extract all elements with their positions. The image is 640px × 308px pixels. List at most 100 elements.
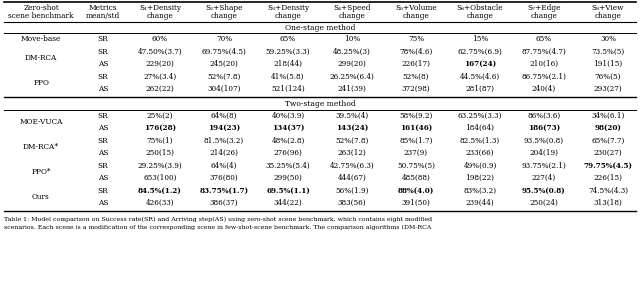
Text: 65%: 65%	[536, 35, 552, 43]
Text: 198(22): 198(22)	[465, 174, 495, 182]
Text: 276(96): 276(96)	[273, 149, 303, 157]
Text: 93.5%(0.8): 93.5%(0.8)	[524, 137, 564, 145]
Text: 293(27): 293(27)	[594, 85, 622, 93]
Text: SR: SR	[98, 48, 108, 56]
Text: Ours: Ours	[32, 193, 50, 201]
Text: 70%: 70%	[216, 35, 232, 43]
Text: S₂+Shape: S₂+Shape	[205, 4, 243, 12]
Text: DM-RCA: DM-RCA	[25, 54, 57, 62]
Text: 48.25%(3): 48.25%(3)	[333, 48, 371, 56]
Text: 30%: 30%	[600, 35, 616, 43]
Text: 52%(8): 52%(8)	[403, 73, 429, 81]
Text: 391(50): 391(50)	[401, 199, 431, 207]
Text: 237(9): 237(9)	[404, 149, 428, 157]
Text: 86.75%(2.1): 86.75%(2.1)	[522, 73, 566, 81]
Text: 48%(2.8): 48%(2.8)	[271, 137, 305, 145]
Text: One-stage method: One-stage method	[285, 24, 355, 32]
Text: 75%: 75%	[408, 35, 424, 43]
Text: change: change	[403, 12, 429, 20]
Text: 299(20): 299(20)	[337, 60, 367, 68]
Text: 76%(5): 76%(5)	[595, 73, 621, 81]
Text: 15%: 15%	[472, 35, 488, 43]
Text: S₆+Obstacle: S₆+Obstacle	[457, 4, 503, 12]
Text: 40%(3.9): 40%(3.9)	[271, 112, 305, 120]
Text: 386(37): 386(37)	[210, 199, 238, 207]
Text: 194(23): 194(23)	[208, 124, 240, 132]
Text: 34%(6.1): 34%(6.1)	[591, 112, 625, 120]
Text: AS: AS	[98, 85, 108, 93]
Text: 73.5%(5): 73.5%(5)	[591, 48, 625, 56]
Text: 143(24): 143(24)	[336, 124, 368, 132]
Text: 74.5%(4.3): 74.5%(4.3)	[588, 187, 628, 195]
Text: 186(73): 186(73)	[528, 124, 560, 132]
Text: 250(24): 250(24)	[529, 199, 559, 207]
Text: S₁+Density: S₁+Density	[139, 4, 181, 12]
Text: 98(20): 98(20)	[595, 124, 621, 132]
Text: 653(100): 653(100)	[143, 174, 177, 182]
Text: 79.75%(4.5): 79.75%(4.5)	[584, 162, 632, 170]
Text: 85%(1.7): 85%(1.7)	[399, 137, 433, 145]
Text: 167(24): 167(24)	[464, 60, 496, 68]
Text: 78%(4.6): 78%(4.6)	[399, 48, 433, 56]
Text: SR: SR	[98, 112, 108, 120]
Text: change: change	[147, 12, 173, 20]
Text: MOE-VUCA: MOE-VUCA	[19, 118, 63, 126]
Text: 25%(2): 25%(2)	[147, 112, 173, 120]
Text: 47.50%(3.7): 47.50%(3.7)	[138, 48, 182, 56]
Text: 230(27): 230(27)	[594, 149, 622, 157]
Text: 161(46): 161(46)	[400, 124, 432, 132]
Text: SR: SR	[98, 187, 108, 195]
Text: 263(12): 263(12)	[337, 149, 367, 157]
Text: 63.25%(3.3): 63.25%(3.3)	[458, 112, 502, 120]
Text: 44.5%(4.6): 44.5%(4.6)	[460, 73, 500, 81]
Text: 299(50): 299(50)	[273, 174, 303, 182]
Text: 65%: 65%	[280, 35, 296, 43]
Text: 93.75%(2.1): 93.75%(2.1)	[522, 162, 566, 170]
Text: 35.25%(5.4): 35.25%(5.4)	[266, 162, 310, 170]
Text: 84.5%(1.2): 84.5%(1.2)	[138, 187, 182, 195]
Text: 75%(1): 75%(1)	[147, 137, 173, 145]
Text: 184(64): 184(64)	[465, 124, 495, 132]
Text: S₈+View: S₈+View	[592, 4, 624, 12]
Text: S₃+Density: S₃+Density	[267, 4, 309, 12]
Text: AS: AS	[98, 60, 108, 68]
Text: 376(80): 376(80)	[210, 174, 238, 182]
Text: 29.25%(3.9): 29.25%(3.9)	[138, 162, 182, 170]
Text: 226(15): 226(15)	[593, 174, 623, 182]
Text: AS: AS	[98, 149, 108, 157]
Text: Two-stage method: Two-stage method	[285, 99, 355, 107]
Text: 88%(4.0): 88%(4.0)	[398, 187, 434, 195]
Text: Metrics: Metrics	[89, 4, 117, 12]
Text: 485(88): 485(88)	[401, 174, 431, 182]
Text: S₅+Volume: S₅+Volume	[395, 4, 437, 12]
Text: 313(18): 313(18)	[593, 199, 623, 207]
Text: 344(22): 344(22)	[274, 199, 302, 207]
Text: 41%(5.8): 41%(5.8)	[271, 73, 305, 81]
Text: 245(20): 245(20)	[209, 60, 239, 68]
Text: 281(87): 281(87)	[465, 85, 495, 93]
Text: 81.5%(3.2): 81.5%(3.2)	[204, 137, 244, 145]
Text: 250(15): 250(15)	[145, 149, 175, 157]
Text: SR: SR	[98, 162, 108, 170]
Text: Table 1: Model comparison on Success rate(SR) and Arriving step(AS) using zero-s: Table 1: Model comparison on Success rat…	[4, 217, 432, 222]
Text: 227(4): 227(4)	[532, 174, 556, 182]
Text: 226(17): 226(17)	[401, 60, 431, 68]
Text: 87.75%(4.7): 87.75%(4.7)	[522, 48, 566, 56]
Text: 82.5%(1.3): 82.5%(1.3)	[460, 137, 500, 145]
Text: 176(28): 176(28)	[144, 124, 176, 132]
Text: 214(26): 214(26)	[209, 149, 239, 157]
Text: 58%(9.2): 58%(9.2)	[399, 112, 433, 120]
Text: 59.25%(3.3): 59.25%(3.3)	[266, 48, 310, 56]
Text: 521(124): 521(124)	[271, 85, 305, 93]
Text: 62.75%(6.9): 62.75%(6.9)	[458, 48, 502, 56]
Text: 27%(3.4): 27%(3.4)	[143, 73, 177, 81]
Text: 372(98): 372(98)	[402, 85, 430, 93]
Text: Move-base: Move-base	[21, 35, 61, 43]
Text: DM-RCA*: DM-RCA*	[23, 143, 59, 151]
Text: 64%(8): 64%(8)	[211, 112, 237, 120]
Text: S₇+Edge: S₇+Edge	[527, 4, 561, 12]
Text: change: change	[275, 12, 301, 20]
Text: PPO: PPO	[33, 79, 49, 87]
Text: AS: AS	[98, 199, 108, 207]
Text: 26.25%(6.4): 26.25%(6.4)	[330, 73, 374, 81]
